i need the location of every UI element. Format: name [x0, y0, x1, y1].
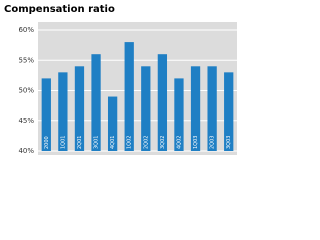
bar [91, 54, 101, 152]
y-tick-label: 50% [18, 87, 34, 95]
x-tick-label: 1Q02 [127, 136, 133, 149]
chart: Compensation ratio 40% 45% 50% 55% 60% 2000 1Q… [4, 4, 237, 155]
page: Compensation ratio 40% 45% 50% 55% 60% 2000 1Q… [4, 4, 237, 155]
x-tick-label: 3Q02 [160, 136, 166, 149]
bar [58, 72, 68, 151]
bar [124, 42, 134, 151]
x-tick-label: 1Q01 [60, 136, 66, 149]
bar [107, 96, 118, 151]
y-tick-label: 40% [18, 147, 34, 155]
bar [74, 66, 85, 151]
bar [41, 78, 51, 151]
chart-title: Compensation ratio [4, 4, 115, 15]
y-tick-label: 60% [18, 26, 34, 34]
x-tick-label: 3Q03 [226, 136, 232, 149]
plot-area [38, 22, 237, 155]
x-tick-label: 4Q02 [176, 136, 182, 149]
x-tick-label: 1Q03 [193, 136, 199, 149]
y-tick-label: 45% [18, 117, 34, 125]
x-tick-label: 4Q01 [110, 136, 116, 149]
bar [141, 66, 151, 151]
bar [224, 72, 234, 151]
x-tick-label: 2Q03 [210, 136, 216, 149]
bar [157, 54, 168, 152]
x-tick-label: 2Q02 [143, 136, 149, 149]
bar [190, 66, 201, 151]
bar [174, 78, 184, 151]
x-tick-label: 2Q01 [77, 136, 83, 149]
x-tick-label: 3Q01 [94, 136, 100, 149]
bar [207, 66, 217, 151]
y-tick-label: 55% [18, 56, 34, 64]
x-tick-label: 2000 [44, 136, 50, 149]
